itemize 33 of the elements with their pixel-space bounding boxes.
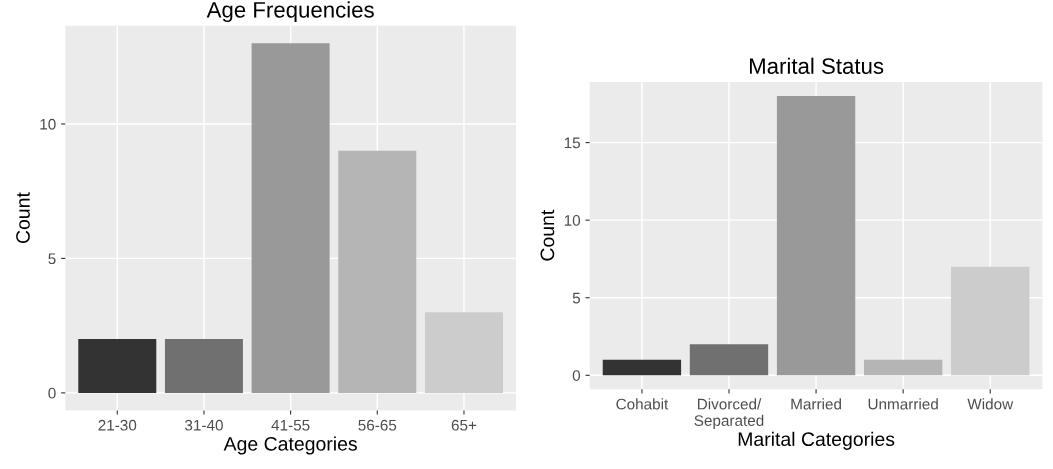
bar bbox=[689, 344, 769, 376]
x-tick-label: 65+ bbox=[451, 419, 477, 431]
bar bbox=[164, 339, 243, 393]
x-tick-label: 56-65 bbox=[358, 419, 397, 431]
x-tick-label: Widow bbox=[967, 398, 1014, 410]
chart-title: Marital Status bbox=[749, 57, 884, 74]
bar bbox=[951, 266, 1030, 376]
bar bbox=[776, 96, 856, 376]
bar bbox=[251, 43, 330, 393]
y-tick-label: 10 bbox=[564, 215, 581, 226]
x-tick-label: Married bbox=[791, 398, 841, 410]
y-tick-label: 5 bbox=[572, 292, 581, 304]
x-tick-label: 31-40 bbox=[185, 419, 223, 431]
y-tick-label: 0 bbox=[572, 370, 581, 381]
y-tick-label: 15 bbox=[564, 137, 581, 149]
bar bbox=[863, 359, 943, 376]
x-tick-label: Cohabit bbox=[616, 398, 669, 410]
y-axis-title: Count bbox=[16, 192, 30, 244]
y-axis-title: Count bbox=[540, 209, 555, 261]
x-tick-label: Unmarried bbox=[868, 398, 938, 410]
y-tick-label: 10 bbox=[40, 118, 56, 130]
x-axis-title: Marital Categories bbox=[738, 431, 895, 450]
bar bbox=[338, 150, 417, 393]
x-axis-title: Age Categories bbox=[223, 436, 357, 455]
bar bbox=[424, 312, 503, 393]
y-tick-label: 5 bbox=[48, 253, 56, 265]
x-tick-label: 21-30 bbox=[98, 419, 137, 431]
bar bbox=[602, 359, 682, 376]
x-tick-label: 41-55 bbox=[271, 419, 310, 431]
bar bbox=[78, 339, 157, 393]
y-tick-label: 0 bbox=[48, 387, 56, 399]
chart-title: Age Frequencies bbox=[206, 1, 374, 23]
x-tick-label: Divorced/ Separated bbox=[694, 398, 764, 429]
